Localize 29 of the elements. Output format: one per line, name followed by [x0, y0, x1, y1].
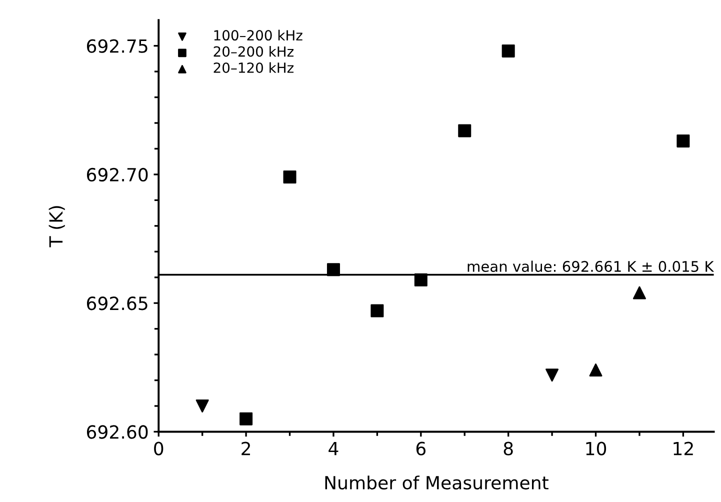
point: [370, 304, 384, 318]
x-tick-label: 12: [674, 442, 693, 456]
x-tick-label: 2: [242, 442, 250, 456]
x-tick-label: 10: [586, 442, 606, 456]
legend-label: 100–200 kHz: [214, 30, 302, 41]
point: [326, 263, 340, 276]
x-tick-label: 0: [154, 442, 164, 456]
x-axis-title: Number of Measurement: [325, 476, 548, 490]
point: [502, 44, 515, 58]
y-tick-label: 692.60: [86, 425, 148, 439]
x-tick-label: 6: [416, 442, 426, 456]
point: [414, 273, 428, 286]
point: [632, 286, 646, 300]
point: [196, 399, 209, 412]
y-tick-label: 692.65: [86, 296, 148, 310]
y-tick-label: 692.75: [86, 39, 148, 53]
legend-label: 20–200 kHz: [214, 46, 294, 57]
y-axis-title: T (K): [48, 206, 65, 248]
point: [546, 368, 559, 382]
point: [458, 124, 472, 138]
legend-label: 20–120 kHz: [214, 62, 294, 73]
point: [240, 412, 253, 426]
point: [589, 363, 602, 376]
y-tick-label: 692.70: [86, 168, 148, 182]
x-tick-label: 4: [328, 442, 338, 456]
point: [676, 134, 690, 148]
point: [283, 170, 296, 184]
ref-line-label: mean value: 692.661 K ± 0.015 K: [468, 260, 714, 272]
x-tick-label: 8: [504, 442, 513, 456]
